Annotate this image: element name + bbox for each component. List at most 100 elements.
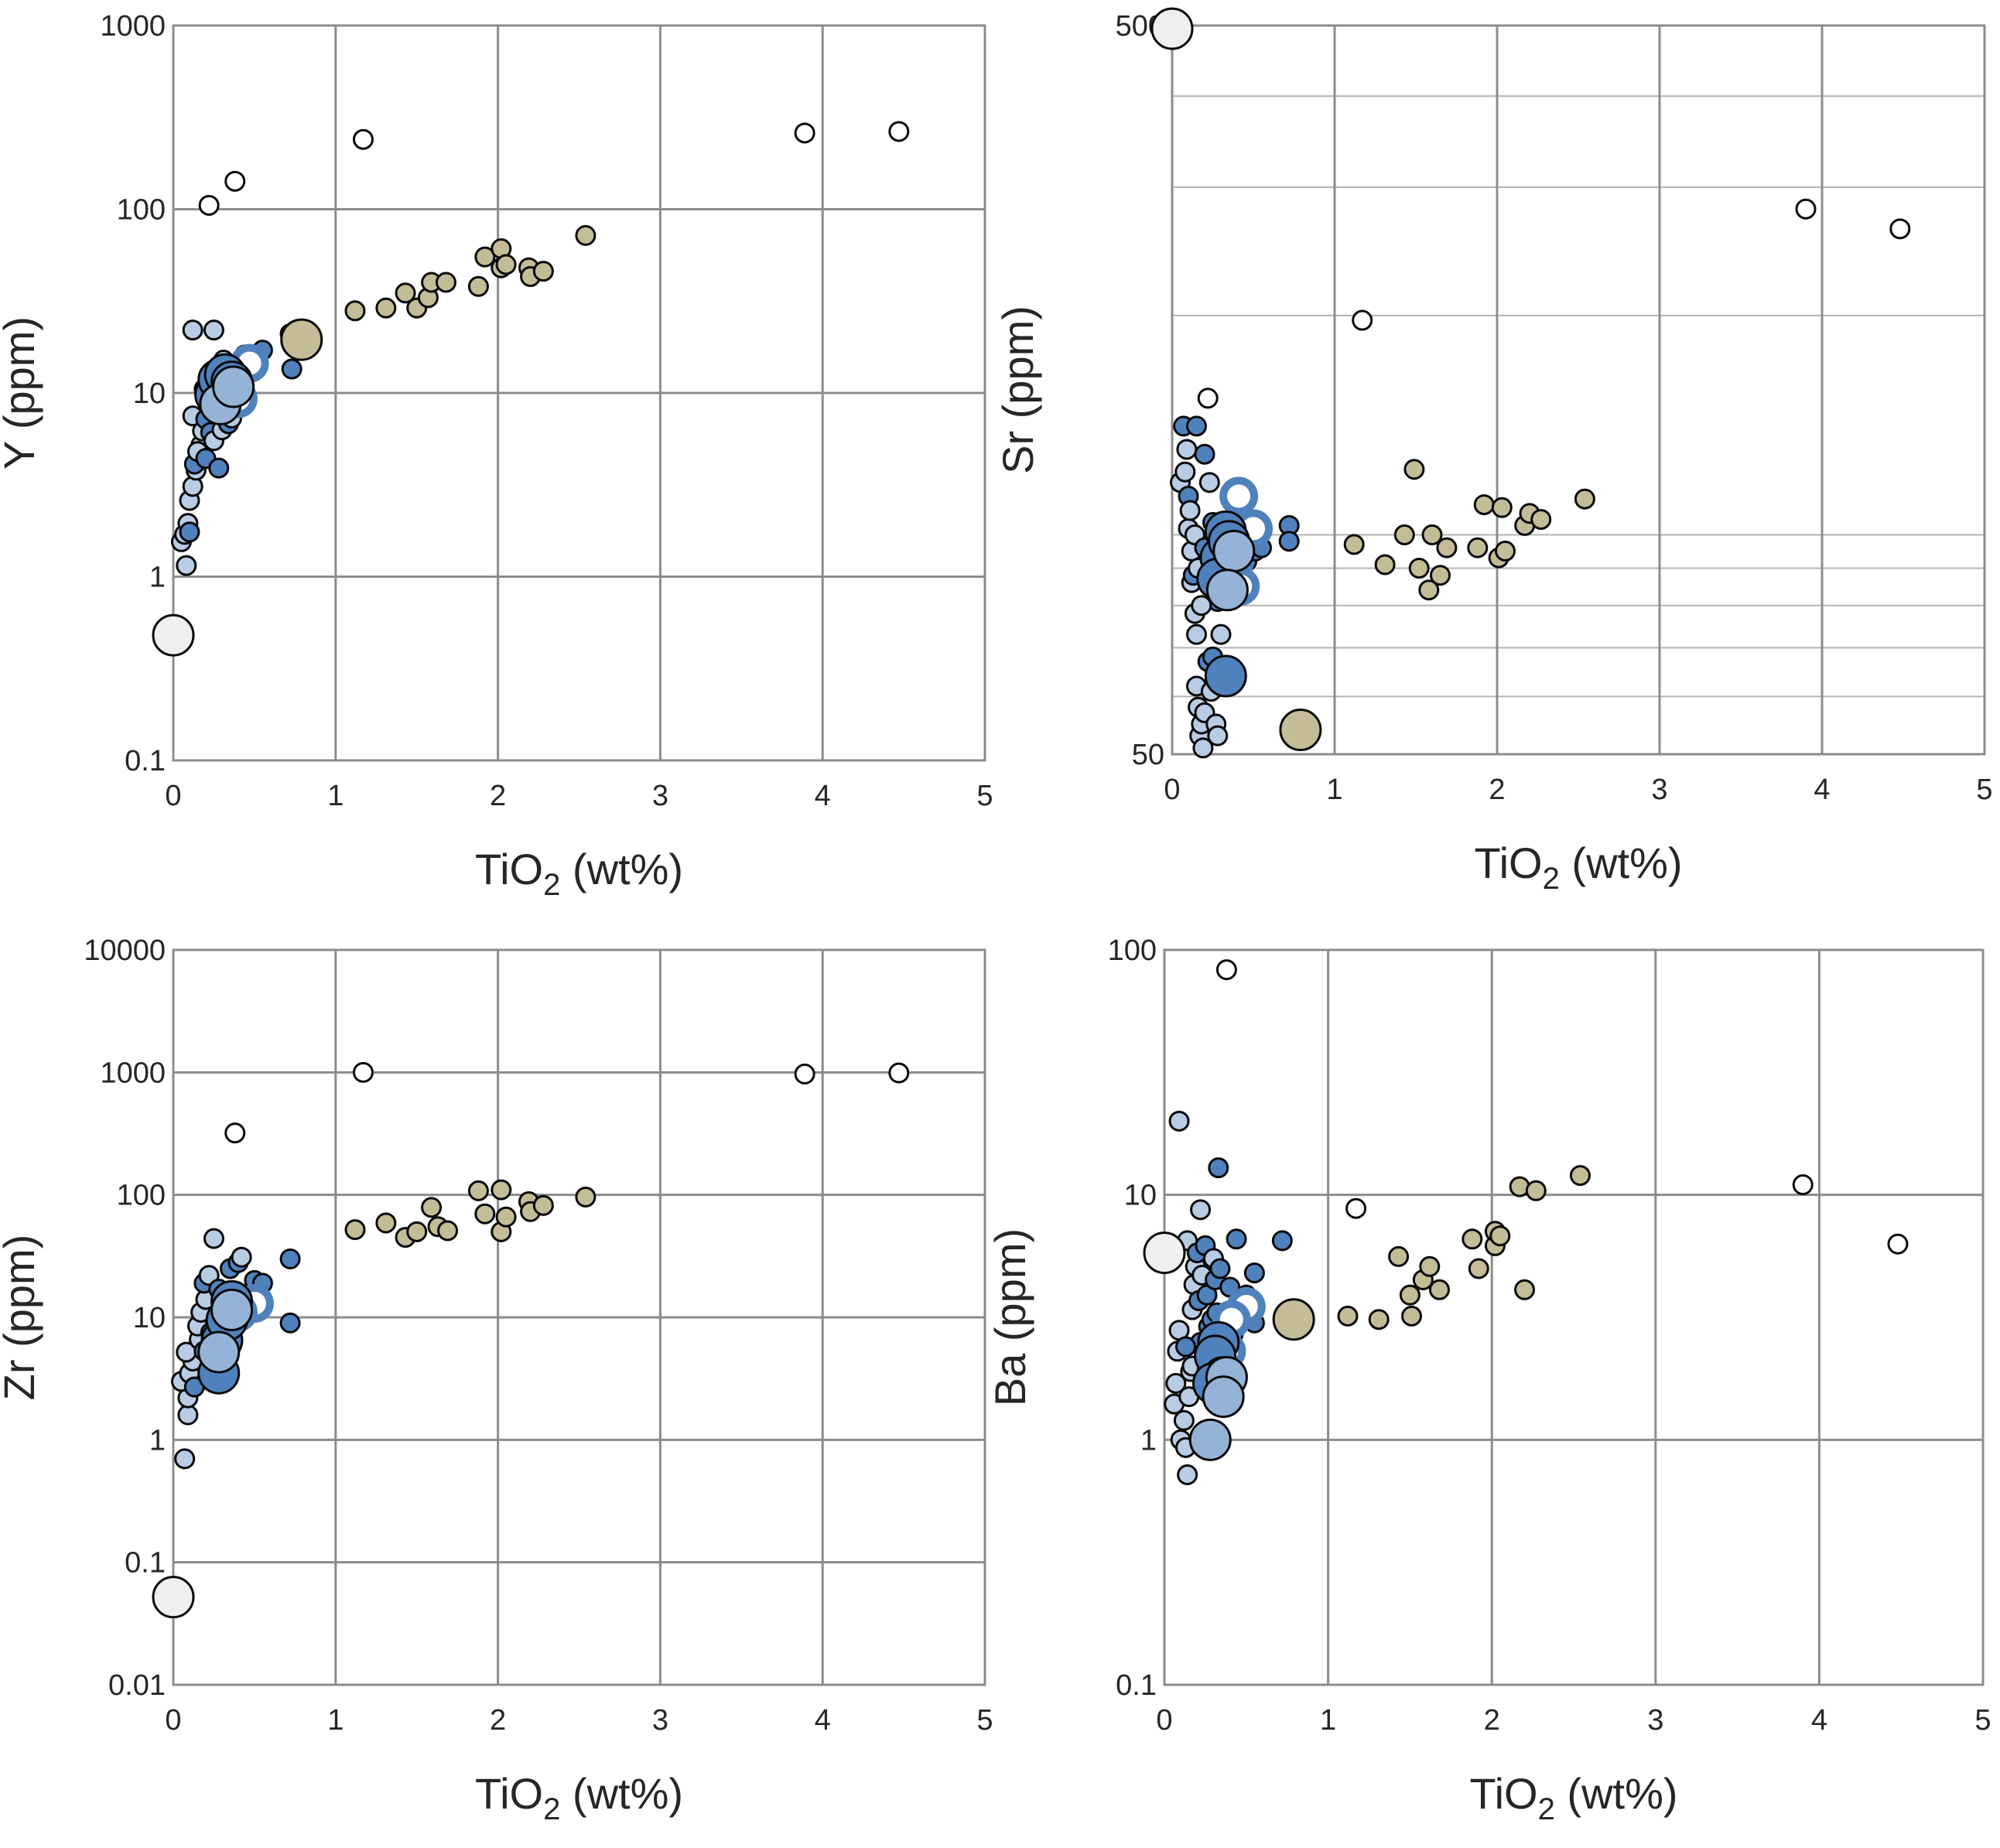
- y-tick-label: 0.1: [125, 1547, 166, 1580]
- x-axis-title-subscript: 2: [1543, 862, 1560, 896]
- plot-frame: [172, 948, 986, 1686]
- data-point: [1489, 1225, 1511, 1247]
- y-tick-label: 10: [133, 1302, 166, 1334]
- data-point: [495, 254, 517, 275]
- data-point: [1194, 443, 1215, 465]
- y-tick-label: 100: [1108, 934, 1157, 967]
- data-point: [1792, 1174, 1814, 1196]
- data-point: [279, 1312, 301, 1334]
- data-point: [281, 358, 303, 380]
- x-axis-title-unit: (wt%): [1560, 839, 1683, 887]
- data-point: [435, 272, 456, 293]
- data-point: [203, 1228, 224, 1249]
- data-point: [1403, 459, 1425, 480]
- data-point: [467, 275, 489, 297]
- y-tick-label: 1: [149, 562, 166, 594]
- x-tick-label: 0: [1156, 1704, 1172, 1737]
- x-axis-title-main: TiO: [1469, 1769, 1537, 1818]
- data-point: [198, 194, 220, 216]
- data-point: [1418, 579, 1440, 601]
- data-point: [888, 121, 910, 142]
- plot-frame: [172, 24, 986, 762]
- x-axis-title: TiO2 (wt%): [1474, 839, 1682, 896]
- x-axis-title-unit: (wt%): [1555, 1769, 1678, 1818]
- data-point: [344, 300, 366, 322]
- x-tick-label: 2: [490, 780, 506, 812]
- data-point: [1401, 1305, 1423, 1327]
- data-point: [1209, 1258, 1231, 1279]
- data-point: [421, 1197, 443, 1218]
- data-point: [1271, 1230, 1293, 1252]
- data-point: [1393, 524, 1415, 545]
- data-point: [1368, 1309, 1390, 1330]
- x-axis-title-unit: (wt%): [560, 845, 683, 893]
- data-point: [1168, 1110, 1190, 1132]
- data-point: [794, 122, 815, 144]
- y-axis-title: Sr (ppm): [993, 306, 1042, 474]
- data-point: [437, 1220, 459, 1242]
- data-point: [1337, 1305, 1359, 1327]
- y-axis-title: Zr (ppm): [0, 1235, 43, 1401]
- x-tick-label: 0: [165, 1704, 181, 1737]
- data-point: [1165, 1372, 1187, 1394]
- x-tick-label: 4: [815, 780, 831, 812]
- x-tick-label: 0: [1164, 774, 1180, 806]
- x-tick-label: 4: [1814, 774, 1830, 806]
- data-point: [888, 1062, 910, 1084]
- data-point: [1174, 461, 1196, 483]
- x-axis-title-main: TiO: [475, 845, 543, 893]
- data-point: [1345, 1197, 1367, 1219]
- data-point: [182, 319, 203, 341]
- data-point: [1192, 737, 1214, 759]
- data-point: [1491, 497, 1513, 518]
- data-point: [1436, 537, 1458, 558]
- data-point: [1204, 654, 1247, 698]
- data-point: [1467, 537, 1489, 558]
- y-tick-label: 1000: [100, 10, 166, 43]
- y-tick-label: 0.01: [108, 1669, 166, 1702]
- data-point: [1399, 1284, 1421, 1306]
- data-point: [1408, 558, 1430, 579]
- y-axis-title: Ba (ppm): [986, 1228, 1034, 1406]
- data-point: [1419, 1255, 1441, 1277]
- data-point: [1188, 1418, 1232, 1461]
- y-tick-label: 1000: [100, 1057, 166, 1089]
- data-point: [1795, 198, 1817, 220]
- data-point: [1186, 415, 1207, 437]
- data-point: [1343, 534, 1365, 555]
- data-point: [1514, 1279, 1536, 1300]
- y-tick-label: 0.1: [1116, 1669, 1157, 1702]
- data-point: [1175, 1336, 1197, 1358]
- data-point: [231, 1246, 252, 1268]
- data-point: [1278, 531, 1300, 552]
- data-point: [179, 521, 200, 543]
- data-point: [575, 1186, 597, 1208]
- data-point: [1530, 508, 1552, 530]
- x-tick-label: 5: [1974, 1704, 1991, 1737]
- data-point: [495, 1206, 517, 1228]
- data-point: [1179, 500, 1201, 521]
- data-point: [152, 613, 195, 657]
- x-axis-title-subscript: 2: [543, 868, 560, 902]
- x-tick-label: 2: [1484, 1704, 1500, 1737]
- x-axis-title-main: TiO: [475, 1769, 543, 1818]
- data-point: [1143, 1231, 1186, 1275]
- data-point: [1428, 1279, 1450, 1300]
- data-point: [1279, 709, 1322, 752]
- data-point: [1243, 1262, 1265, 1284]
- x-axis-title: TiO2 (wt%): [1469, 1769, 1677, 1826]
- data-point: [1889, 218, 1911, 240]
- x-tick-label: 2: [1489, 774, 1505, 806]
- y-tick-label: 10: [1124, 1180, 1157, 1212]
- y-tick-label: 0.1: [125, 745, 166, 777]
- data-point: [352, 128, 374, 150]
- data-point: [279, 1248, 301, 1269]
- x-tick-label: 4: [1811, 1704, 1827, 1737]
- data-point: [1388, 1245, 1410, 1267]
- y-tick-label: 10: [133, 377, 166, 410]
- data-point: [1495, 540, 1516, 562]
- data-point: [1210, 623, 1232, 645]
